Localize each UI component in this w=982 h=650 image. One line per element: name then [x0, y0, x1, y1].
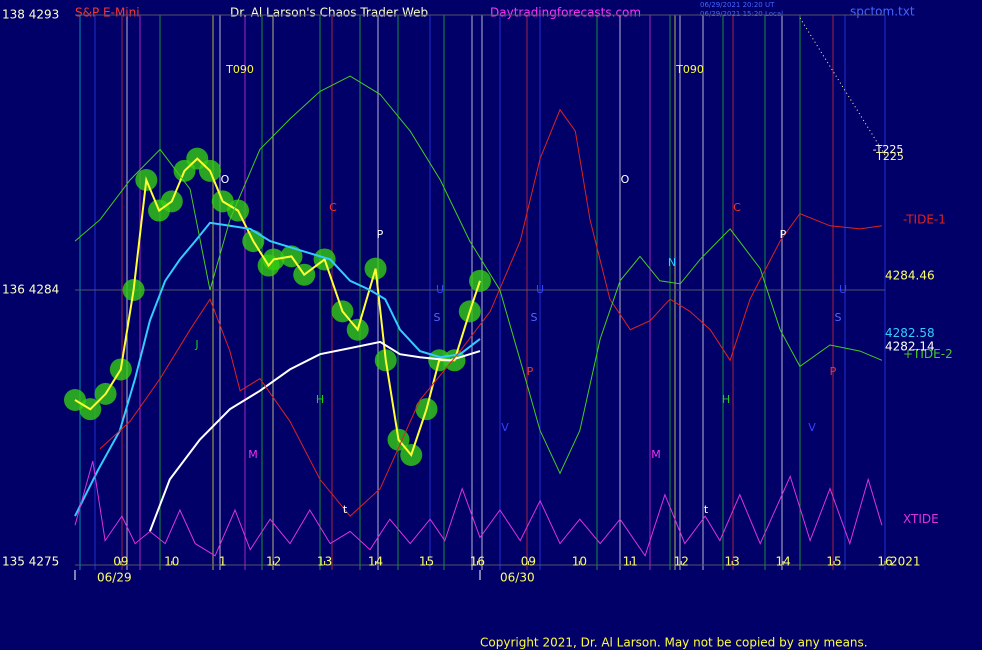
last-value: 4282.58 — [885, 326, 935, 340]
date-label: 06/30 — [500, 571, 535, 585]
chart-marker: U — [839, 283, 847, 296]
last-value: 4282.14 — [885, 339, 935, 353]
chart-marker: N — [668, 256, 676, 269]
x-tick-label: 13 — [317, 555, 332, 569]
x-tick-label: 1 — [219, 555, 227, 569]
chart-marker: M — [248, 448, 258, 461]
copyright: Copyright 2021, Dr. Al Larson. May not b… — [480, 636, 868, 650]
y-tick-label: 138 4293 — [2, 8, 59, 22]
last-value: 4284.46 — [885, 268, 935, 282]
chart-marker: S — [434, 311, 441, 324]
x-tick-label: 15 — [826, 555, 841, 569]
x-tick-label: 14 — [775, 555, 790, 569]
chart-marker: S — [835, 311, 842, 324]
chart-marker: P — [780, 228, 787, 241]
chart-marker: O — [621, 173, 630, 186]
x-tick-label: 11 — [623, 555, 638, 569]
chart-marker: T090 — [225, 63, 254, 76]
chart-marker: M — [651, 448, 661, 461]
chart-marker: C — [733, 201, 741, 214]
x-tick-label: 12 — [266, 555, 281, 569]
chart-marker: t — [343, 503, 348, 516]
chart-marker: U — [536, 283, 544, 296]
header-file: spctom.txt — [850, 5, 915, 19]
chart-marker: T225 — [875, 150, 904, 163]
series-line — [74, 157, 481, 458]
x-tick-label: 10 — [164, 555, 179, 569]
x-tick-label: 15 — [419, 555, 434, 569]
x-tick-label: 10 — [572, 555, 587, 569]
header-time: 06/29/2021 20:20 UT — [700, 1, 775, 9]
series-line — [74, 221, 481, 517]
x-tick-label: 16 — [877, 555, 892, 569]
x-tick-label: 14 — [368, 555, 383, 569]
x-tick-label: 16 — [470, 555, 485, 569]
header-time: 06/29/2021 15:20 Local — [700, 10, 783, 18]
chart-marker: U — [436, 283, 444, 296]
series-label: +TIDE-2 — [903, 347, 953, 361]
chart-marker: H — [722, 393, 730, 406]
x-tick-label: 13 — [725, 555, 740, 569]
chart-marker: T090 — [675, 63, 704, 76]
chart-marker: P — [527, 365, 534, 378]
series-line — [74, 460, 883, 557]
chart-marker: V — [501, 421, 509, 434]
chart-marker: -T225 — [873, 143, 904, 156]
chart-marker: P — [830, 365, 837, 378]
chart-marker: S — [531, 311, 538, 324]
trend-line — [799, 17, 886, 156]
x-tick-label: 12 — [674, 555, 689, 569]
x-tick-label: 09 — [521, 555, 536, 569]
series-line — [148, 340, 481, 532]
series-label: -TIDE-1 — [903, 212, 946, 226]
x-tick-label: 09 — [113, 555, 128, 569]
chart-marker: V — [808, 421, 816, 434]
y-tick-label: 136 4284 — [2, 283, 59, 297]
series-line — [99, 108, 882, 517]
year-label: 2021 — [890, 555, 921, 569]
date-label: 06/29 — [97, 571, 132, 585]
header-title: Dr. Al Larson's Chaos Trader Web — [230, 6, 428, 20]
series-label: XTIDE — [903, 512, 939, 526]
y-tick-label: 135 4275 — [2, 555, 59, 569]
series-line — [74, 75, 883, 475]
chart-marker: O — [221, 173, 230, 186]
chart-marker: t — [704, 503, 709, 516]
chart-marker: P — [377, 228, 384, 241]
header-symbol: S&P E-Mini — [75, 6, 140, 20]
chart-marker: J — [194, 338, 198, 351]
header-site: Daytradingforecasts.com — [490, 6, 641, 20]
chart-marker: H — [316, 393, 324, 406]
cycle-lines — [79, 15, 886, 570]
chart-marker: C — [329, 201, 337, 214]
